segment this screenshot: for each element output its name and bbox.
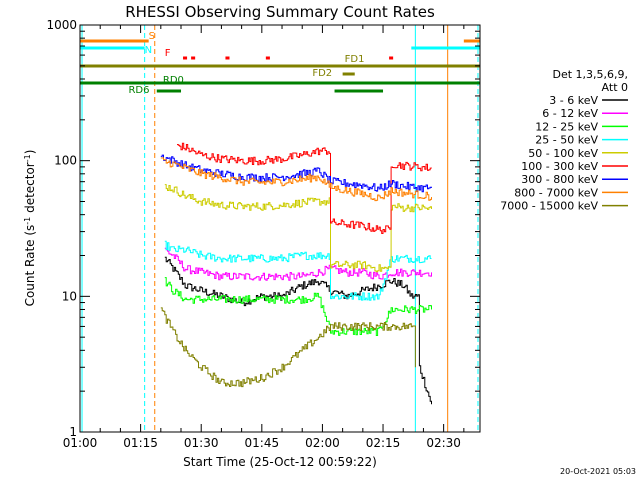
legend-label-7: 800 - 7000 keV: [514, 186, 598, 199]
legend-item-4: 50 - 100 keV: [528, 147, 628, 160]
legend-label-8: 7000 - 15000 keV: [500, 200, 598, 213]
vertical-lines: [81, 25, 479, 432]
legend-label-5: 100 - 300 keV: [521, 160, 598, 173]
flags-layer: SN F FD1 FD2 RD0 RD6: [80, 31, 480, 96]
legend-label-4: 50 - 100 keV: [528, 147, 598, 160]
legend-item-2: 12 - 25 keV: [535, 120, 628, 133]
legend-header-detectors: Det 1,3,5,6,9,: [552, 68, 628, 81]
series-line-3: [164, 240, 432, 301]
y-tick-label-0: 1: [69, 425, 77, 439]
legend-label-1: 6 - 12 keV: [542, 107, 598, 120]
legend-item-8: 7000 - 15000 keV: [500, 200, 628, 213]
chart-title: RHESSI Observing Summary Count Rates: [125, 3, 435, 21]
series-layer: [160, 142, 432, 405]
axes-frame: [79, 24, 481, 433]
legend-item-0: 3 - 6 keV: [549, 94, 628, 107]
plot-area: SN F FD1 FD2 RD0 RD6 01:00 01:15 01:30 01:45 02:0…: [46, 18, 481, 450]
x-tick-label-2: 01:30: [184, 436, 219, 450]
legend-header-attenuator: Att 0: [602, 81, 628, 94]
flag-f: F: [165, 48, 394, 60]
y-axis-label: Count Rate (s-1 detector-1): [23, 150, 37, 307]
series-line-6: [160, 154, 432, 193]
y-tick-label-3: 1000: [46, 18, 77, 32]
flag-fd1: FD1: [80, 54, 480, 68]
legend-label-6: 300 - 800 keV: [521, 173, 598, 186]
series-line-8: [160, 307, 416, 388]
flag-rd6: RD6: [128, 85, 384, 96]
legend-item-3: 25 - 50 keV: [535, 134, 628, 147]
flag-label-rd6: RD6: [128, 85, 149, 96]
legend-item-7: 800 - 7000 keV: [514, 186, 628, 199]
flag-label-rd0: RD0: [163, 75, 184, 86]
series-line-1: [164, 247, 432, 281]
legend-item-5: 100 - 300 keV: [521, 160, 628, 173]
x-tick-label-6: 02:30: [426, 436, 461, 450]
legend-label-3: 25 - 50 keV: [535, 134, 598, 147]
x-tick-label-0: 01:00: [63, 436, 98, 450]
series-line-2: [164, 277, 432, 336]
legend-item-6: 300 - 800 keV: [521, 173, 628, 186]
x-tick-label-1: 01:15: [123, 436, 158, 450]
legend-item-1: 6 - 12 keV: [542, 107, 628, 120]
flag-label-n: N: [145, 45, 152, 56]
x-tick-label-3: 01:45: [245, 436, 280, 450]
flag-label-f: F: [165, 48, 171, 59]
legend-label-0: 3 - 6 keV: [549, 94, 598, 107]
y-tick-label-2: 100: [54, 154, 77, 168]
series-line-7: [160, 157, 432, 202]
x-tick-label-5: 02:15: [366, 436, 401, 450]
flag-label-fd2: FD2: [312, 68, 332, 79]
flag-fd2: FD2: [312, 68, 355, 79]
footer-timestamp: 20-Oct-2021 05:03: [560, 467, 636, 476]
x-axis-label: Start Time (25-Oct-12 00:59:22): [183, 455, 377, 469]
series-line-5: [177, 142, 432, 234]
flag-label-s: S: [149, 31, 155, 42]
series-line-0: [164, 256, 432, 405]
y-tick-label-1: 10: [62, 289, 77, 303]
ticks-layer: 01:00 01:15 01:30 01:45 02:00 02:15 02:30 1 10 10…: [46, 18, 480, 450]
flag-label-fd1: FD1: [345, 54, 365, 65]
flag-rd0: RD0: [80, 75, 480, 86]
series-line-4: [164, 184, 432, 273]
flag-s: S: [80, 31, 480, 43]
legend-label-2: 12 - 25 keV: [535, 120, 598, 133]
flag-n: N: [80, 45, 480, 56]
x-tick-label-4: 02:00: [305, 436, 340, 450]
